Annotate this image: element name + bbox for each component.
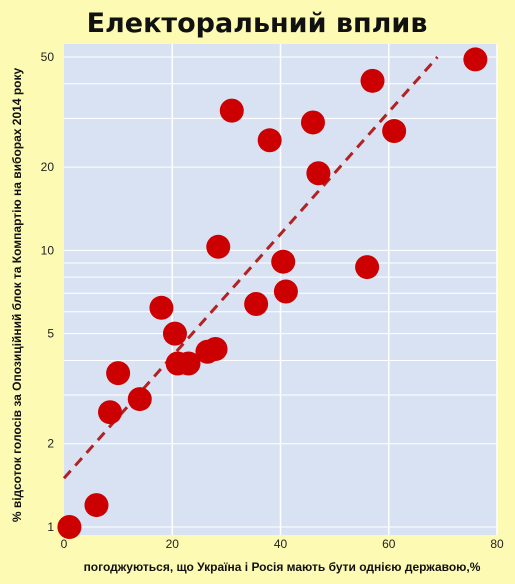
y-tick-label: 5 <box>47 327 54 341</box>
x-axis-label: погоджуються, що Україна і Росія мають б… <box>84 560 481 574</box>
x-tick-label: 20 <box>166 537 180 551</box>
data-point <box>206 234 231 259</box>
data-point <box>219 98 244 123</box>
data-points <box>57 47 488 539</box>
y-tick-label: 1 <box>47 520 54 534</box>
x-tick-label: 40 <box>274 537 288 551</box>
data-point <box>149 295 174 320</box>
y-tick-label: 50 <box>41 50 55 64</box>
y-axis-ticks: 1 2 5 10 20 50 <box>41 50 55 534</box>
y-tick-label: 2 <box>47 437 54 451</box>
x-tick-label: 0 <box>61 537 68 551</box>
data-point <box>306 161 331 186</box>
data-point <box>273 279 298 304</box>
data-point <box>360 68 385 93</box>
data-point <box>300 110 325 135</box>
data-point <box>176 351 201 376</box>
data-point <box>271 249 296 274</box>
trendline <box>62 56 439 480</box>
x-axis-ticks: 0 20 40 60 80 <box>61 537 504 551</box>
data-point <box>257 128 282 153</box>
chart-title: Електоральний вплив <box>87 8 428 39</box>
data-point <box>203 336 228 361</box>
y-axis-label: % відсоток голосів за Опозиційний блок т… <box>10 68 24 523</box>
trendline-path <box>62 56 439 480</box>
data-point <box>98 400 123 425</box>
data-point <box>57 515 82 539</box>
data-point <box>84 493 109 518</box>
data-point <box>162 321 187 346</box>
data-point <box>382 119 407 144</box>
x-tick-label: 80 <box>490 537 504 551</box>
data-point <box>355 255 380 280</box>
data-point <box>106 361 131 386</box>
data-point <box>244 291 269 316</box>
data-point <box>127 387 152 412</box>
y-tick-label: 10 <box>41 243 55 257</box>
x-tick-label: 60 <box>382 537 396 551</box>
y-tick-label: 20 <box>41 160 55 174</box>
data-point <box>463 47 488 72</box>
